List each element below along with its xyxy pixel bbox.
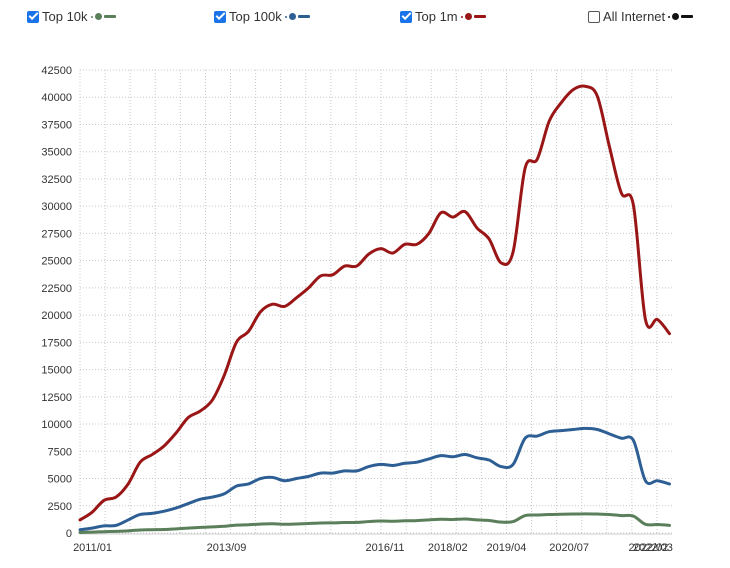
legend-label: All Internet: [603, 9, 666, 24]
y-tick-label: 10000: [41, 419, 72, 431]
y-tick-label: 5000: [48, 474, 72, 486]
y-tick-label: 30000: [41, 201, 72, 213]
series-line-top-100k[interactable]: [78, 426, 671, 532]
legend-item-top-10k[interactable]: Top 10k: [27, 9, 116, 24]
y-tick-label: 2500: [48, 501, 72, 513]
legend-label: Top 1m: [415, 9, 458, 24]
legend-checkbox[interactable]: [27, 10, 39, 23]
y-tick-label: 22500: [41, 283, 72, 295]
x-tick-label: 2022/02: [629, 542, 669, 554]
legend-swatch-icon: [90, 13, 116, 20]
x-tick-label: 2019/04: [487, 542, 527, 554]
y-tick-label: 17500: [41, 337, 72, 349]
x-tick-label: 2020/07: [549, 542, 589, 554]
x-tick-label: 2022/03: [633, 542, 673, 554]
series-line-top-1m[interactable]: [78, 84, 671, 522]
y-tick-label: 25000: [41, 256, 72, 268]
legend-swatch-icon: [284, 13, 310, 20]
y-tick-label: 15000: [41, 365, 72, 377]
legend-label: Top 100k: [229, 9, 282, 24]
x-tick-label: 2013/09: [207, 542, 247, 554]
y-tick-label: 12500: [41, 392, 72, 404]
legend-checkbox[interactable]: [588, 10, 600, 23]
legend-item-top-1m[interactable]: Top 1m: [400, 9, 486, 24]
y-tick-label: 0: [66, 528, 72, 540]
y-tick-label: 42500: [41, 65, 72, 77]
legend-item-all-internet[interactable]: All Internet: [588, 9, 694, 24]
x-tick-label: 2011/01: [73, 542, 112, 554]
y-tick-label: 40000: [41, 92, 72, 104]
x-tick-label: 2016/11: [366, 542, 405, 554]
y-tick-label: 27500: [41, 228, 72, 240]
legend-label: Top 10k: [42, 9, 88, 24]
y-tick-label: 20000: [41, 310, 72, 322]
legend-swatch-icon: [460, 13, 486, 20]
series-line-top-10k[interactable]: [78, 512, 671, 534]
y-tick-label: 35000: [41, 147, 72, 159]
y-tick-label: 7500: [48, 446, 72, 458]
y-tick-label: 37500: [41, 119, 72, 131]
legend-swatch-icon: [668, 13, 694, 20]
legend-item-top-100k[interactable]: Top 100k: [214, 9, 310, 24]
y-tick-label: 32500: [41, 174, 72, 186]
x-tick-label: 2018/02: [428, 542, 468, 554]
legend-checkbox[interactable]: [214, 10, 226, 23]
legend-checkbox[interactable]: [400, 10, 412, 23]
